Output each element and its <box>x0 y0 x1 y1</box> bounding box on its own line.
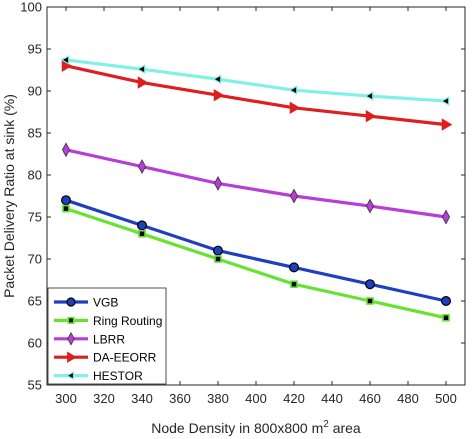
x-tick-label: 320 <box>93 391 115 406</box>
y-tick-label: 100 <box>20 0 42 15</box>
data-point <box>213 89 225 102</box>
y-axis-ticks: 55 60 65 70 75 80 85 90 95 100 <box>20 0 465 393</box>
series-layer <box>60 55 453 322</box>
y-tick-label: 70 <box>28 252 42 267</box>
data-point <box>442 313 450 322</box>
y-tick-label: 90 <box>28 84 42 99</box>
legend-swatch-marker <box>67 316 75 324</box>
data-point <box>60 55 70 65</box>
data-point <box>136 64 146 75</box>
x-tick-label: 480 <box>397 391 419 406</box>
series-line <box>65 207 447 320</box>
data-point <box>137 76 149 89</box>
x-tick-label: 300 <box>55 391 77 406</box>
legend-label: HESTOR <box>93 369 143 383</box>
x-tick-label: 380 <box>207 391 229 406</box>
x-tick-label: 460 <box>359 391 381 406</box>
data-point <box>441 118 453 131</box>
data-point <box>214 255 222 263</box>
series-ring-routing <box>62 204 450 322</box>
data-point <box>137 220 148 231</box>
data-point <box>441 209 451 225</box>
data-point <box>213 175 223 191</box>
x-tick-label: 420 <box>283 391 305 406</box>
legend-swatch-marker <box>67 351 77 363</box>
legend-swatch-marker <box>65 371 75 381</box>
x-tick-label: 440 <box>321 391 343 406</box>
data-point <box>289 101 301 114</box>
legend-label: VGB <box>93 296 118 310</box>
series-line <box>65 58 447 103</box>
data-point <box>441 296 452 307</box>
x-tick-label: 500 <box>435 391 457 406</box>
y-tick-label: 80 <box>28 168 42 183</box>
legend-swatch-marker <box>67 331 75 346</box>
data-point <box>365 279 376 290</box>
y-tick-label: 85 <box>28 126 42 141</box>
x-tick-label: 340 <box>131 391 153 406</box>
legend-label: Ring Routing <box>93 314 162 328</box>
data-point <box>62 204 70 213</box>
y-tick-label: 55 <box>28 378 42 393</box>
series-hestor <box>60 55 450 106</box>
series-vgb <box>60 195 452 307</box>
data-point <box>364 91 374 101</box>
y-tick-label: 95 <box>28 42 42 57</box>
data-point <box>137 159 147 175</box>
y-axis-label: Packet Delivery Ratio at sink (%) <box>1 94 17 298</box>
legend-item: Ring Routing <box>54 314 162 328</box>
data-point <box>289 188 299 204</box>
x-axis-ticks: 300 320 340 360 380 400 420 440 460 480 500 <box>55 7 457 406</box>
x-axis-label: Node Density in 800x800 m2 area <box>151 419 361 436</box>
data-point <box>212 74 222 85</box>
data-point <box>365 110 377 123</box>
legend: VGB Ring Routing LBRR DA-EEORR HESTOR <box>47 287 167 385</box>
series-line <box>65 148 447 219</box>
data-point <box>60 195 71 206</box>
data-point <box>288 85 298 96</box>
legend-label: DA-EEORR <box>93 351 157 365</box>
legend-item: LBRR <box>54 331 125 346</box>
data-point <box>138 229 146 238</box>
data-point <box>440 96 450 106</box>
data-point <box>289 262 300 273</box>
data-point <box>366 297 374 305</box>
x-tick-label: 400 <box>245 391 267 406</box>
legend-swatch-marker <box>66 297 76 307</box>
y-tick-label: 75 <box>28 210 42 225</box>
series-line <box>65 64 447 127</box>
data-point <box>213 245 224 256</box>
data-point <box>61 142 71 158</box>
series-da-eeorr <box>61 59 453 131</box>
data-point <box>290 280 298 289</box>
data-point <box>365 198 375 214</box>
legend-label: LBRR <box>93 332 125 346</box>
x-tick-label: 360 <box>169 391 191 406</box>
y-tick-label: 60 <box>28 336 42 351</box>
series-lbrr <box>61 142 451 225</box>
y-tick-label: 65 <box>28 294 42 309</box>
series-line <box>65 198 447 303</box>
legend-item: DA-EEORR <box>54 351 157 365</box>
legend-item: HESTOR <box>54 369 143 383</box>
legend-item: VGB <box>54 296 118 310</box>
